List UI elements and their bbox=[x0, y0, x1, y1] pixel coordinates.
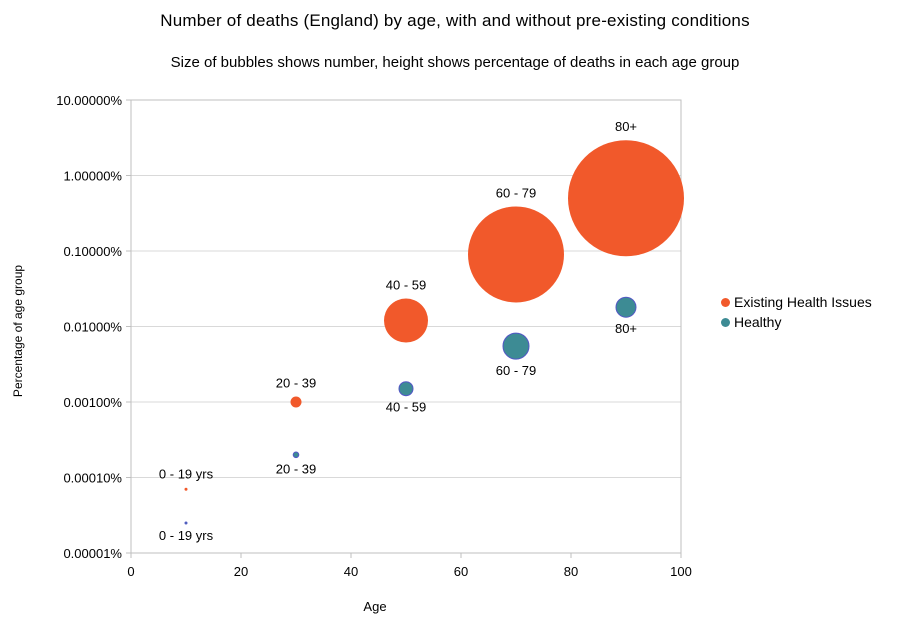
bubble bbox=[468, 206, 564, 303]
bubble bbox=[615, 296, 637, 318]
chart-subtitle: Size of bubbles shows number, height sho… bbox=[170, 54, 740, 71]
x-tick-label: 20 bbox=[234, 564, 248, 579]
legend: Existing Health Issues Healthy bbox=[721, 292, 872, 332]
legend-label: Existing Health Issues bbox=[734, 294, 872, 310]
y-tick-label: 0.00100% bbox=[63, 395, 122, 410]
bubble bbox=[184, 521, 188, 525]
x-tick-label: 100 bbox=[670, 564, 692, 579]
y-tick-label: 0.10000% bbox=[63, 244, 122, 259]
data-label: 60 - 79 bbox=[496, 185, 536, 200]
bubble bbox=[398, 381, 414, 397]
data-label: 40 - 59 bbox=[386, 400, 426, 415]
x-tick-label: 60 bbox=[454, 564, 468, 579]
y-tick-label: 0.01000% bbox=[63, 320, 122, 335]
bubble bbox=[568, 140, 684, 257]
legend-marker-icon bbox=[721, 297, 730, 307]
data-label: 0 - 19 yrs bbox=[159, 528, 214, 543]
bubble bbox=[290, 396, 302, 408]
legend-item: Existing Health Issues bbox=[721, 292, 872, 312]
chart-title: Number of deaths (England) by age, with … bbox=[160, 11, 750, 30]
y-tick-label: 1.00000% bbox=[63, 169, 122, 184]
bubble bbox=[184, 487, 188, 491]
legend-item: Healthy bbox=[721, 312, 872, 332]
x-tick-label: 80 bbox=[564, 564, 578, 579]
data-label: 20 - 39 bbox=[276, 462, 316, 477]
x-tick-label: 0 bbox=[127, 564, 134, 579]
bubble bbox=[292, 451, 300, 459]
data-label: 80+ bbox=[615, 119, 637, 134]
bubble bbox=[502, 332, 530, 360]
y-tick-label: 10.00000% bbox=[56, 93, 122, 108]
x-tick-label: 40 bbox=[344, 564, 358, 579]
data-label: 40 - 59 bbox=[386, 278, 426, 293]
data-label: 80+ bbox=[615, 321, 637, 336]
data-label: 60 - 79 bbox=[496, 363, 536, 378]
y-tick-label: 0.00001% bbox=[63, 546, 122, 561]
legend-label: Healthy bbox=[734, 314, 782, 330]
y-axis-title: Percentage of age group bbox=[11, 264, 25, 398]
legend-marker-icon bbox=[721, 317, 730, 327]
data-label: 0 - 19 yrs bbox=[159, 467, 214, 482]
data-label: 20 - 39 bbox=[276, 376, 316, 391]
x-axis-title: Age bbox=[363, 599, 387, 614]
bubble bbox=[384, 298, 428, 343]
y-tick-label: 0.00010% bbox=[63, 471, 122, 486]
